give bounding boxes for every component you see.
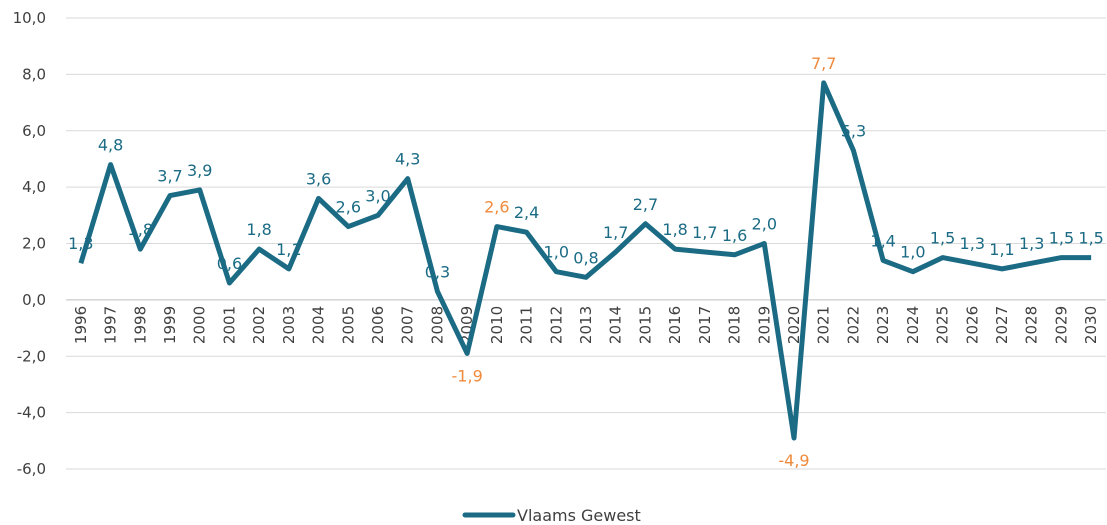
x-tick-label: 1997 — [102, 306, 120, 344]
x-tick-label: 2015 — [636, 306, 654, 344]
y-tick-label: 10,0 — [13, 9, 46, 27]
x-tick-label: 2000 — [191, 306, 209, 344]
data-label: 1,0 — [900, 243, 925, 262]
x-tick-label: 2020 — [785, 306, 803, 344]
x-tick-label: 2004 — [310, 306, 328, 344]
data-label: 1,8 — [246, 220, 271, 239]
data-label: 1,5 — [1049, 229, 1074, 248]
data-label: 2,7 — [633, 195, 658, 214]
data-label: 1,7 — [603, 223, 628, 242]
data-label: 5,3 — [841, 121, 866, 140]
data-label: 2,0 — [752, 215, 777, 234]
data-label: 3,9 — [187, 161, 212, 180]
data-label: 1,8 — [662, 220, 687, 239]
data-label: 4,8 — [98, 136, 123, 155]
data-label: -4,9 — [778, 451, 809, 470]
x-tick-label: 2013 — [577, 306, 595, 344]
data-label: 2,6 — [336, 198, 361, 217]
x-tick-label: 2012 — [547, 306, 565, 344]
x-tick-label: 2027 — [993, 306, 1011, 344]
x-tick-label: 2017 — [696, 306, 714, 344]
y-tick-label: -4,0 — [17, 404, 46, 422]
data-label: 1,1 — [276, 240, 301, 259]
x-tick-label: 2007 — [399, 306, 417, 344]
x-tick-label: 1999 — [161, 306, 179, 344]
x-tick-label: 2010 — [488, 306, 506, 344]
data-label: 1,3 — [960, 234, 985, 253]
x-tick-label: 2003 — [280, 306, 298, 344]
data-label: 1,6 — [722, 226, 747, 245]
data-label: 1,0 — [544, 243, 569, 262]
x-tick-label: 2028 — [1023, 306, 1041, 344]
x-tick-label: 2024 — [904, 306, 922, 344]
data-label: 2,6 — [484, 198, 509, 217]
data-label: 1,4 — [870, 231, 895, 250]
data-label: 1,5 — [1078, 229, 1103, 248]
x-tick-label: 2019 — [755, 306, 773, 344]
x-tick-label: 2018 — [726, 306, 744, 344]
x-tick-label: 2016 — [666, 306, 684, 344]
data-label: 2,4 — [514, 203, 539, 222]
x-tick-label: 2030 — [1082, 306, 1100, 344]
data-label: 0,8 — [573, 248, 598, 267]
data-label: -1,9 — [452, 366, 483, 385]
x-tick-label: 2029 — [1052, 306, 1070, 344]
data-label: 1,5 — [930, 229, 955, 248]
data-label: 1,1 — [989, 240, 1014, 259]
y-tick-label: -2,0 — [17, 347, 46, 365]
x-tick-label: 2023 — [874, 306, 892, 344]
x-tick-label: 2026 — [963, 306, 981, 344]
y-tick-label: 8,0 — [22, 65, 46, 83]
x-tick-label: 2001 — [220, 306, 238, 344]
x-tick-label: 2011 — [518, 306, 536, 344]
x-tick-label: 2022 — [844, 306, 862, 344]
legend-label: Vlaams Gewest — [517, 506, 641, 525]
y-tick-label: 4,0 — [22, 178, 46, 196]
data-label: 0,6 — [217, 254, 242, 273]
data-label: 3,0 — [365, 186, 390, 205]
y-tick-label: 2,0 — [22, 235, 46, 253]
x-tick-label: 2014 — [607, 306, 625, 344]
x-tick-label: 2025 — [934, 306, 952, 344]
x-tick-label: 2008 — [428, 306, 446, 344]
data-label: 4,3 — [395, 150, 420, 169]
x-tick-label: 2006 — [369, 306, 387, 344]
y-tick-label: 6,0 — [22, 122, 46, 140]
data-label: 3,6 — [306, 169, 331, 188]
data-line — [78, 80, 1092, 441]
x-tick-label: 2002 — [250, 306, 268, 344]
data-label: 1,3 — [68, 234, 93, 253]
x-tick-label: 1996 — [72, 306, 90, 344]
y-tick-label: -6,0 — [17, 460, 46, 478]
data-label: 1,3 — [1019, 234, 1044, 253]
x-tick-label: 2021 — [815, 306, 833, 344]
data-label: 3,7 — [157, 167, 182, 186]
data-label: 7,7 — [811, 54, 836, 73]
data-label: 1,7 — [692, 223, 717, 242]
data-label: 1,8 — [128, 220, 153, 239]
x-tick-label: 2005 — [339, 306, 357, 344]
x-tick-label: 1998 — [131, 306, 149, 344]
y-tick-label: 0,0 — [22, 291, 46, 309]
data-label: 0,3 — [425, 262, 450, 281]
